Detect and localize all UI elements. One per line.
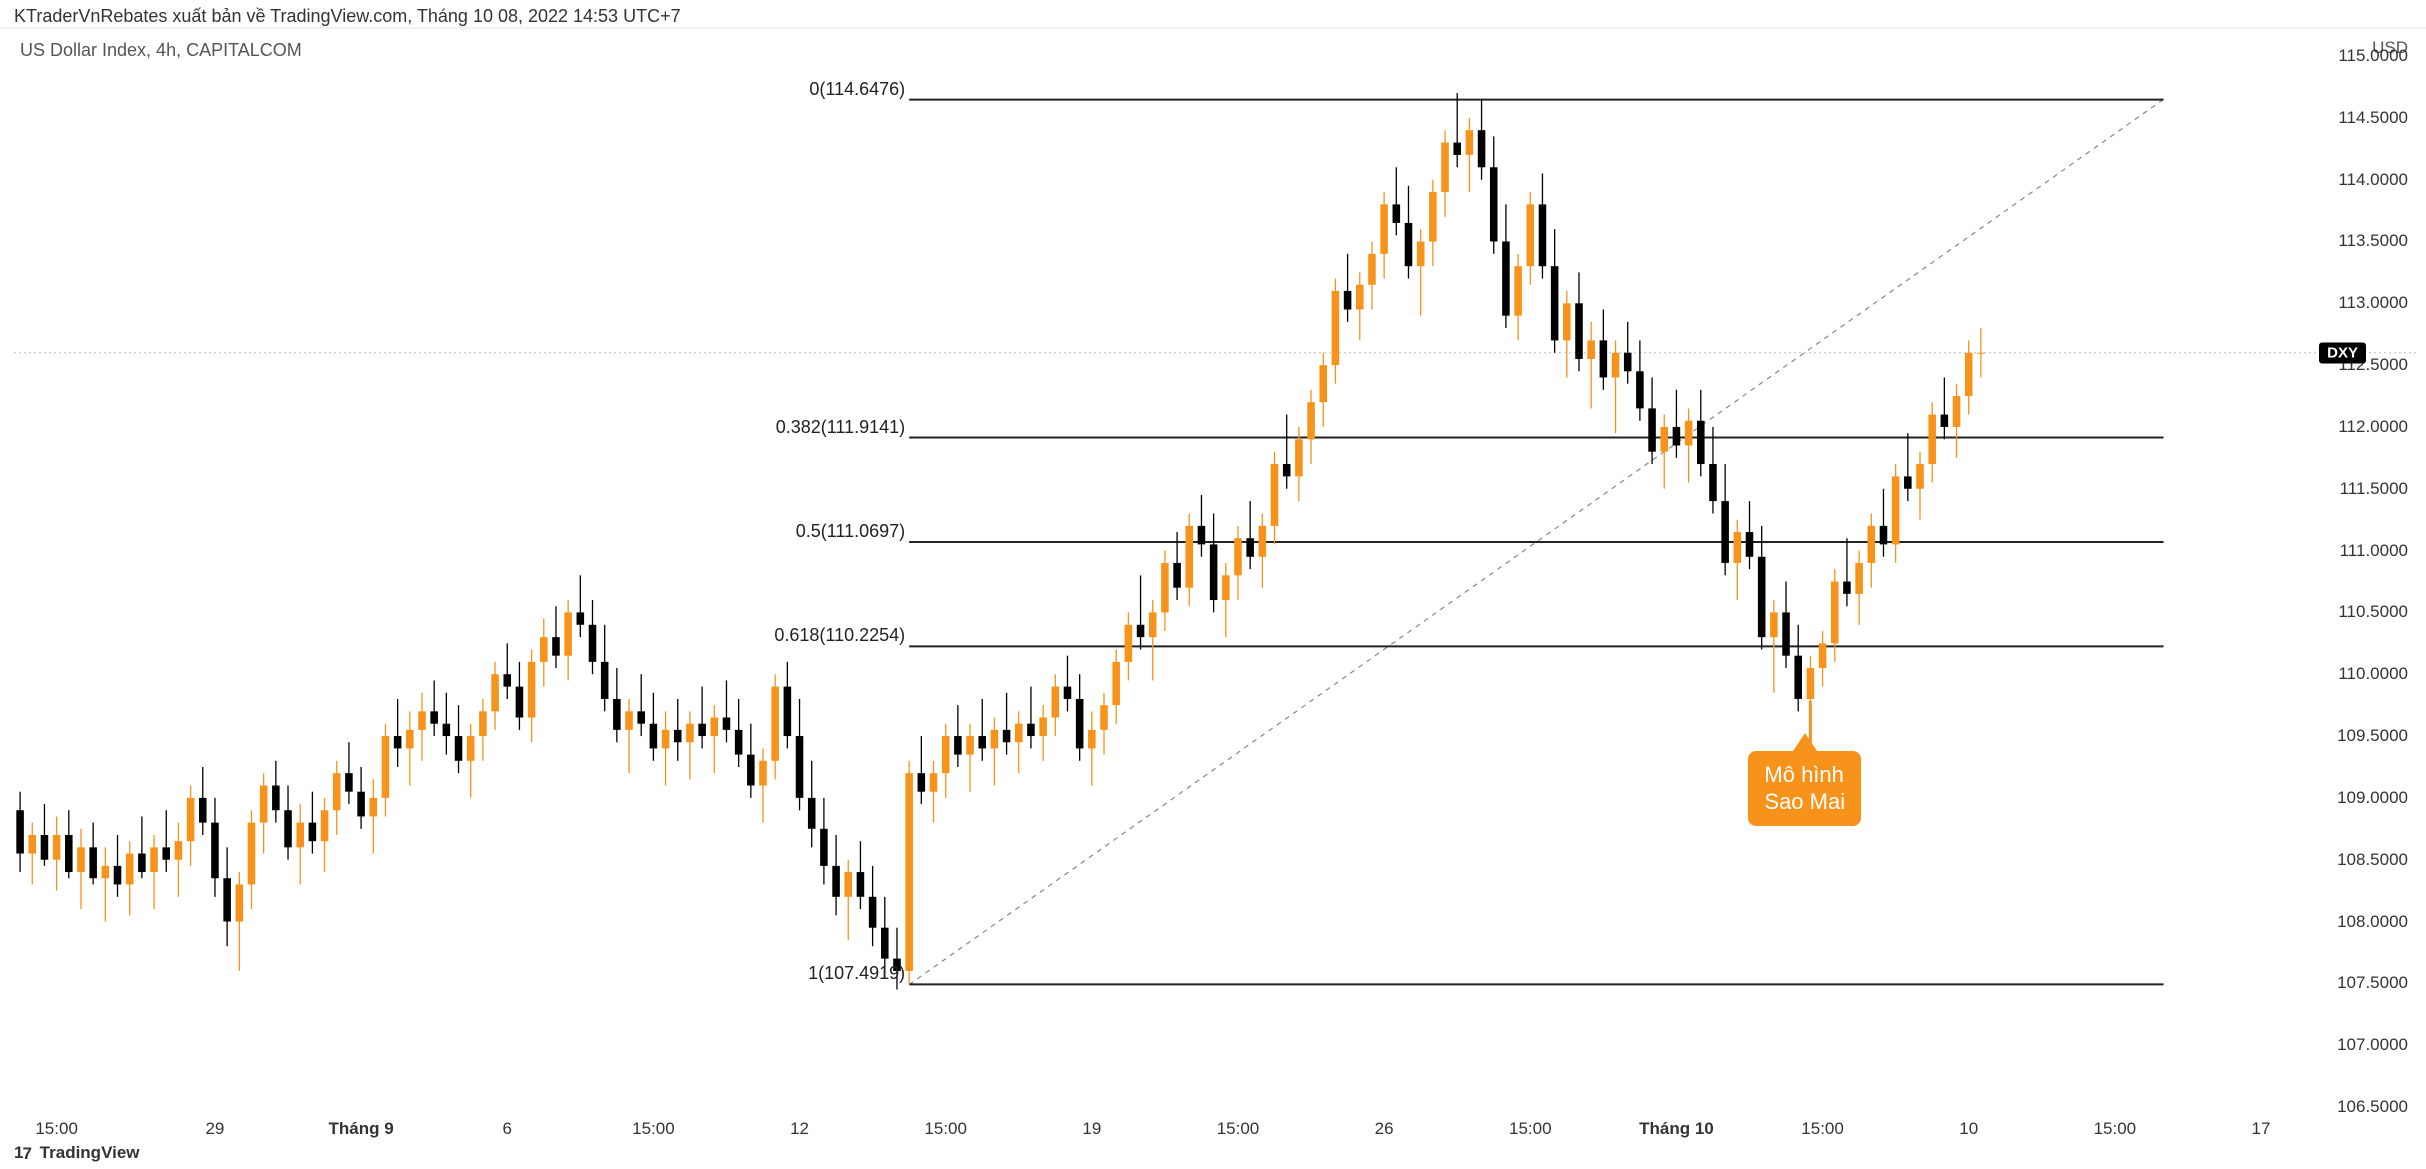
annotation-line-2: Sao Mai: [1764, 788, 1845, 816]
x-tick-label: 29: [205, 1119, 224, 1139]
y-tick-label: 114.5000: [2338, 108, 2408, 128]
fib-level-label: 0.382(111.9141): [776, 417, 909, 438]
y-tick-label: 111.0000: [2340, 541, 2408, 561]
y-tick-label: 108.5000: [2337, 850, 2408, 870]
symbol-badge: DXY: [2319, 342, 2366, 363]
x-tick-label: 15:00: [35, 1119, 78, 1139]
annotation-line-1: Mô hình: [1764, 761, 1845, 789]
y-tick-label: 111.5000: [2340, 479, 2408, 499]
x-tick-label: 15:00: [1509, 1119, 1552, 1139]
y-tick-label: 115.0000: [2338, 46, 2408, 66]
fib-level-label: 0.618(110.2254): [774, 625, 909, 646]
y-tick-label: 110.0000: [2338, 664, 2408, 684]
pattern-annotation[interactable]: Mô hình Sao Mai: [1748, 751, 1861, 826]
x-tick-label: Tháng 10: [1639, 1119, 1714, 1139]
y-tick-label: 112.0000: [2338, 417, 2408, 437]
y-tick-label: 109.5000: [2337, 726, 2408, 746]
x-tick-label: 15:00: [1801, 1119, 1844, 1139]
tv-logo-icon: 17: [14, 1143, 31, 1162]
x-tick-label: 6: [503, 1119, 512, 1139]
y-tick-label: 107.5000: [2337, 973, 2408, 993]
y-tick-label: 113.5000: [2338, 231, 2408, 251]
fib-level-label: 0.5(111.0697): [796, 521, 909, 542]
candlestick-chart[interactable]: [0, 0, 2426, 1169]
x-tick-label: 15:00: [2094, 1119, 2137, 1139]
fib-level-label: 1(107.4919): [808, 963, 909, 984]
x-tick-label: 12: [790, 1119, 809, 1139]
y-tick-label: 106.5000: [2337, 1097, 2408, 1117]
y-tick-label: 114.0000: [2338, 170, 2408, 190]
x-tick-label: 26: [1375, 1119, 1394, 1139]
y-tick-label: 107.0000: [2337, 1035, 2408, 1055]
fib-level-label: 0(114.6476): [809, 79, 909, 100]
tradingview-watermark: 17 TradingView: [14, 1143, 140, 1163]
x-tick-label: 19: [1082, 1119, 1101, 1139]
x-tick-label: 10: [1959, 1119, 1978, 1139]
x-tick-label: 15:00: [1217, 1119, 1260, 1139]
y-tick-label: 113.0000: [2338, 293, 2408, 313]
x-tick-label: 15:00: [924, 1119, 967, 1139]
x-tick-label: 17: [2252, 1119, 2271, 1139]
y-tick-label: 108.0000: [2337, 912, 2408, 932]
x-tick-label: Tháng 9: [329, 1119, 394, 1139]
y-tick-label: 110.5000: [2338, 602, 2408, 622]
y-tick-label: 109.0000: [2337, 788, 2408, 808]
x-tick-label: 15:00: [632, 1119, 675, 1139]
